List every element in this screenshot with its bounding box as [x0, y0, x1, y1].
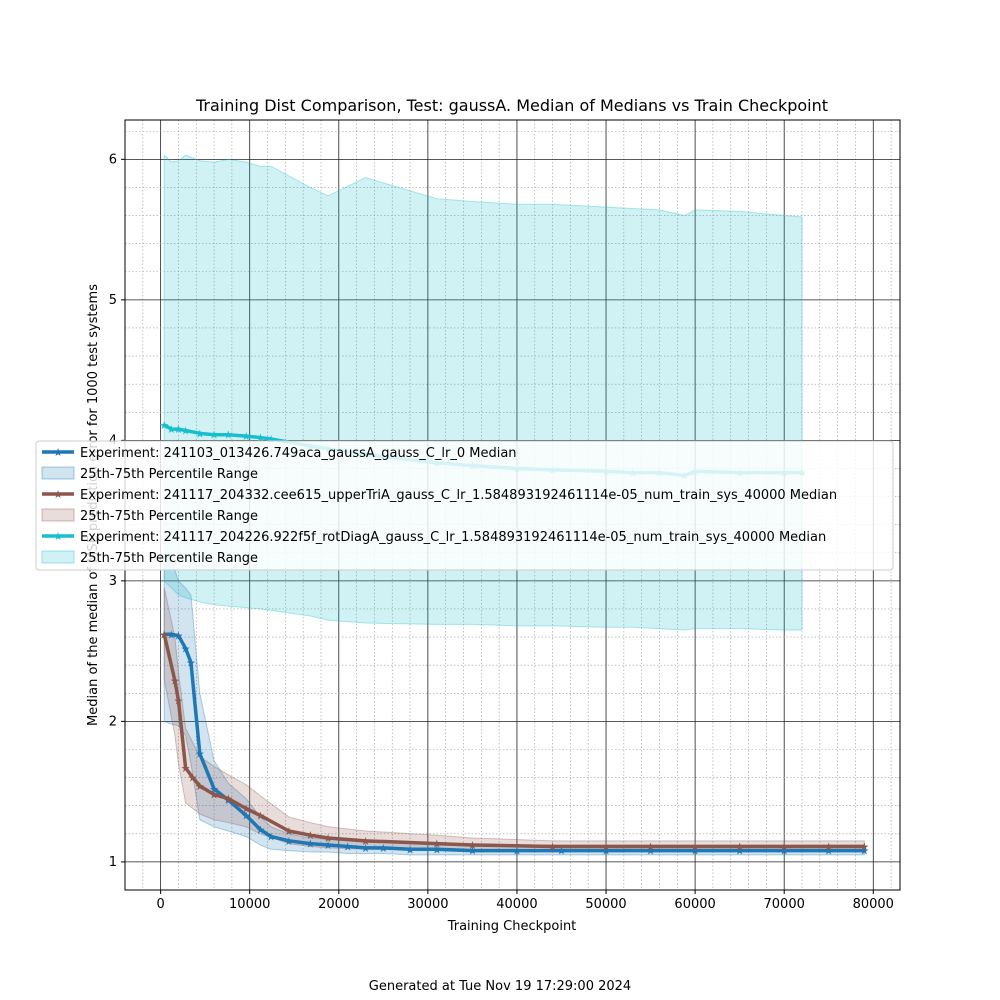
x-tick-label: 30000 — [407, 897, 448, 912]
legend-entry-band-series-3: 25th-75th Percentile Range — [80, 551, 258, 566]
x-tick-label: 60000 — [674, 897, 715, 912]
data-point-marker: ★ — [378, 842, 388, 855]
median-line-series-1 — [164, 632, 865, 853]
median-line-series-2 — [162, 633, 865, 849]
data-point-marker: ★ — [361, 835, 371, 848]
x-tick-label: 40000 — [496, 897, 537, 912]
legend: ★ Experiment: 241103_013426.749aca_gaussA… — [35, 440, 894, 571]
data-point-marker: ★ — [209, 788, 219, 801]
data-point-marker: ★ — [159, 419, 169, 432]
data-point-marker: ★ — [735, 845, 745, 858]
data-point-marker: ★ — [209, 783, 219, 796]
axis-ticks: 0 10000 20000 30000 40000 50000 60000 70000 8000… — [109, 152, 894, 912]
chart-title: Training Dist Comparison, Test: gaussA. … — [195, 96, 828, 115]
data-point-marker: ★ — [159, 628, 169, 641]
data-point-marker: ★ — [266, 831, 276, 844]
data-point-marker: ★ — [166, 628, 176, 641]
legend-band-swatch — [41, 508, 75, 522]
data-point-marker: ★ — [735, 840, 745, 853]
data-point-marker: ★ — [305, 838, 315, 851]
x-tick-label: 10000 — [229, 897, 270, 912]
legend-entry-median-series-1: Experiment: 241103_013426.749aca_gaussA_… — [80, 446, 517, 461]
data-point-marker: ★ — [181, 762, 191, 775]
legend-band-swatch — [41, 550, 75, 564]
x-tick-label: 80000 — [853, 897, 894, 912]
data-point-marker: ★ — [223, 429, 233, 442]
y-tick-label: 6 — [109, 152, 117, 167]
data-point-marker: ★ — [601, 840, 611, 853]
data-point-marker: ★ — [557, 845, 567, 858]
data-point-marker: ★ — [195, 748, 205, 761]
x-tick-label: 70000 — [764, 897, 805, 912]
data-point-marker: ★ — [241, 803, 251, 816]
data-point-marker: ★ — [255, 810, 265, 823]
data-point-marker: ★ — [432, 843, 442, 856]
data-point-marker: ★ — [467, 845, 477, 858]
y-tick-label: 1 — [109, 855, 117, 870]
data-point-marker: ★ — [241, 430, 251, 443]
data-point-marker: ★ — [186, 656, 196, 669]
data-point-marker: ★ — [467, 839, 477, 852]
data-point-marker: ★ — [195, 780, 205, 793]
legend-entry-median-series-2: Experiment: 241117_204332.cee615_upperTr… — [80, 488, 837, 503]
generated-timestamp: Generated at Tue Nov 19 17:29:00 2024 — [369, 979, 631, 994]
data-point-marker: ★ — [174, 694, 184, 707]
data-point-marker: ★ — [181, 425, 191, 438]
x-tick-label: 50000 — [585, 897, 626, 912]
data-point-marker: ★ — [690, 845, 700, 858]
data-point-marker: ★ — [779, 840, 789, 853]
data-point-marker: ★ — [174, 630, 184, 643]
data-point-marker: ★ — [859, 840, 869, 853]
legend-box — [35, 440, 894, 571]
data-point-marker: ★ — [323, 832, 333, 845]
data-point-marker: ★ — [266, 433, 276, 446]
data-point-marker: ★ — [405, 843, 415, 856]
legend-entry-band-series-1: 25th-75th Percentile Range — [80, 467, 258, 482]
data-point-marker: ★ — [284, 835, 294, 848]
data-point-marker: ★ — [188, 772, 198, 785]
x-axis-label: Training Checkpoint — [447, 919, 577, 934]
x-tick-label: 20000 — [318, 897, 359, 912]
data-point-marker: ★ — [690, 840, 700, 853]
data-point-marker: ★ — [255, 432, 265, 445]
data-point-marker: ★ — [323, 839, 333, 852]
data-point-marker: ★ — [174, 423, 184, 436]
data-point-marker: ★ — [548, 840, 558, 853]
percentile-band-series-1 — [163, 551, 865, 856]
data-point-marker: ★ — [195, 427, 205, 440]
data-point-marker: ★ — [209, 429, 219, 442]
legend-band-swatch — [41, 466, 75, 480]
data-point-marker: ★ — [361, 842, 371, 855]
data-point-marker: ★ — [255, 824, 265, 837]
data-point-marker: ★ — [512, 845, 522, 858]
legend-marker: ★ — [53, 530, 63, 543]
data-point-marker: ★ — [170, 675, 180, 688]
legend-marker: ★ — [53, 446, 63, 459]
legend-entry-median-series-3: Experiment: 241117_204226.922f5f_rotDiag… — [80, 530, 826, 545]
data-point-marker: ★ — [305, 829, 315, 842]
data-point-marker: ★ — [241, 810, 251, 823]
data-point-marker: ★ — [343, 840, 353, 853]
x-tick-label: 0 — [156, 897, 164, 912]
data-point-marker: ★ — [432, 838, 442, 851]
data-point-marker: ★ — [601, 845, 611, 858]
y-tick-label: 5 — [109, 293, 117, 308]
data-point-marker: ★ — [779, 845, 789, 858]
data-point-marker: ★ — [646, 845, 656, 858]
legend-marker: ★ — [53, 488, 63, 501]
data-point-marker: ★ — [646, 840, 656, 853]
y-tick-label: 2 — [109, 714, 117, 729]
data-point-marker: ★ — [166, 423, 176, 436]
y-tick-label: 3 — [109, 574, 117, 589]
legend-entry-band-series-2: 25th-75th Percentile Range — [80, 509, 258, 524]
data-point-marker: ★ — [181, 642, 191, 655]
data-point-marker: ★ — [824, 840, 834, 853]
data-point-marker: ★ — [284, 825, 294, 838]
data-point-marker: ★ — [824, 845, 834, 858]
data-point-marker: ★ — [223, 793, 233, 806]
data-point-marker: ★ — [859, 845, 869, 858]
